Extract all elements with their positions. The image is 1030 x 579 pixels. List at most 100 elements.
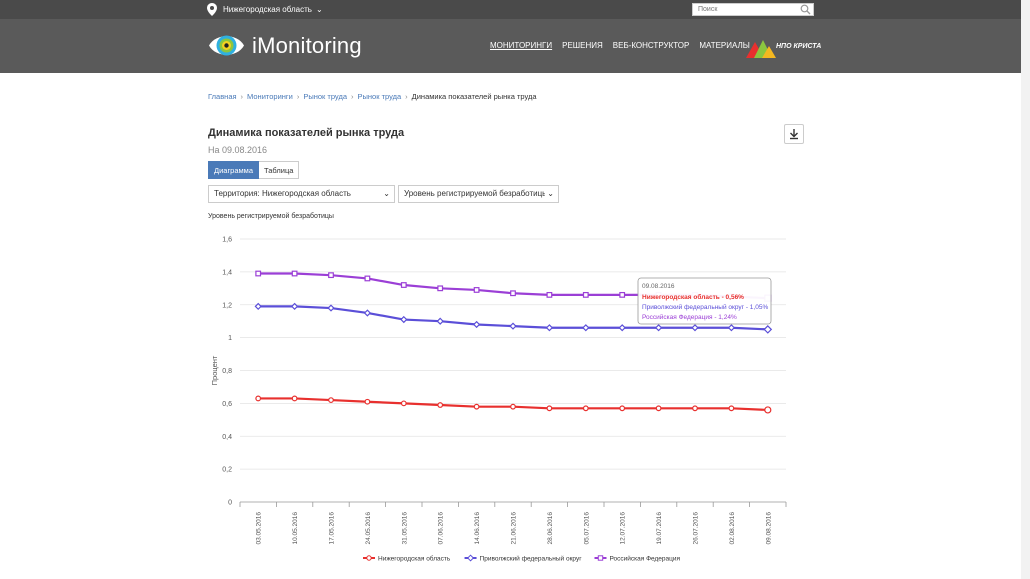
x-tick-label: 17.05.2016	[329, 512, 336, 545]
data-point	[546, 405, 553, 412]
region-selector[interactable]: Нижегородская область ⌄	[207, 3, 323, 16]
legend-swatch-marker	[597, 555, 604, 561]
chevron-down-icon: ⌄	[315, 5, 323, 14]
y-axis-label: Процент	[210, 355, 219, 385]
data-point	[363, 309, 372, 317]
page-subtitle: На 09.08.2016	[208, 145, 268, 155]
x-tick-label: 14.06.2016	[474, 512, 481, 545]
data-point	[400, 315, 408, 324]
legend-swatch-marker	[467, 554, 475, 562]
breadcrumb-labor-market-2[interactable]: Рынок труда	[357, 92, 402, 101]
x-tick-label: 26.07.2016	[693, 512, 700, 545]
y-tick-label: 0,4	[222, 434, 232, 441]
data-point	[510, 403, 516, 410]
legend-label: Нижегородская область	[378, 555, 451, 563]
data-point	[327, 304, 335, 312]
data-point	[692, 405, 698, 412]
breadcrumb-separator: ›	[240, 92, 244, 101]
y-tick-label: 0,6	[222, 401, 232, 408]
scrollbar[interactable]	[1021, 0, 1030, 579]
site-header	[0, 19, 1030, 73]
search-icon[interactable]	[800, 4, 811, 15]
legend-label: Приволжский федеральный округ	[480, 555, 583, 563]
nav-item-solutions[interactable]: РЕШЕНИЯ	[562, 41, 603, 50]
legend-swatch-marker	[366, 555, 372, 561]
data-point	[691, 324, 699, 332]
data-point	[437, 285, 444, 292]
data-point	[654, 324, 663, 332]
data-point	[291, 270, 298, 277]
tab-table[interactable]: Таблица	[259, 161, 300, 179]
territory-select[interactable]: Территория: Нижегородская область ⌄	[208, 185, 395, 203]
main-nav: МОНИТОРИНГИ РЕШЕНИЯ ВЕБ-КОНСТРУКТОР МАТЕ…	[490, 41, 760, 50]
tab-diagram[interactable]: Диаграмма	[208, 161, 260, 179]
chevron-down-icon: ⌄	[545, 186, 554, 202]
download-icon	[790, 129, 798, 140]
data-point	[546, 291, 553, 298]
data-point	[254, 302, 262, 311]
brand-label[interactable]: НПО КРИСТА	[776, 43, 822, 50]
data-point	[619, 291, 626, 298]
data-point	[400, 282, 407, 288]
tooltip-line: Российская Федерация - 1,24%	[642, 313, 737, 321]
data-point	[328, 397, 334, 403]
indicator-select[interactable]: Уровень регистрируемой безработицы ⌄	[398, 185, 559, 203]
data-point	[364, 398, 371, 405]
nav-item-materials[interactable]: МАТЕРИАЛЫ	[699, 41, 750, 50]
x-tick-label: 02.08.2016	[729, 512, 736, 545]
y-tick-label: 1,2	[222, 302, 232, 309]
krista-logo-icon[interactable]	[746, 36, 776, 58]
data-point	[509, 322, 517, 330]
page-title: Динамика показателей рынка труда	[208, 127, 405, 139]
data-point	[618, 324, 626, 332]
breadcrumb-labor-market-1[interactable]: Рынок труда	[303, 92, 347, 101]
y-tick-label: 0	[228, 500, 232, 507]
data-point	[727, 324, 736, 332]
data-point	[763, 325, 773, 334]
x-tick-label: 09.08.2016	[765, 512, 772, 545]
chart-title: Уровень регистрируемой безработицы	[208, 213, 334, 220]
data-point	[255, 270, 262, 277]
nav-item-web-constructor[interactable]: ВЕБ-КОНСТРУКТОР	[612, 41, 690, 50]
tooltip-line: Приволжский федеральный округ - 1,05%	[642, 303, 768, 311]
nav-item-monitorings[interactable]: МОНИТОРИНГИ	[490, 41, 553, 50]
data-point	[436, 317, 444, 325]
data-point	[437, 402, 444, 408]
data-point	[728, 405, 735, 412]
y-tick-label: 1	[228, 335, 232, 342]
search-input[interactable]	[692, 3, 814, 16]
data-point	[510, 290, 516, 297]
data-point	[291, 395, 298, 402]
imonitoring-logo-icon[interactable]	[208, 29, 245, 62]
x-tick-label: 24.05.2016	[365, 512, 372, 545]
data-point	[473, 287, 480, 293]
territory-select-value: Территория: Нижегородская область	[214, 189, 351, 198]
x-tick-label: 31.05.2016	[401, 512, 408, 545]
breadcrumb-separator: ›	[296, 92, 300, 101]
data-point	[255, 395, 262, 402]
data-point	[545, 324, 554, 332]
breadcrumb-current: Динамика показателей рынка труда	[411, 92, 537, 101]
view-tabs: Диаграмма Таблица	[208, 161, 300, 179]
data-point	[364, 275, 371, 282]
breadcrumb-separator: ›	[351, 92, 354, 101]
breadcrumb-separator: ›	[405, 92, 408, 101]
breadcrumb-home[interactable]: Главная	[208, 92, 237, 101]
site-logo-text[interactable]: iMonitoring	[252, 33, 362, 58]
data-point	[290, 302, 299, 311]
data-point	[472, 320, 481, 329]
y-tick-label: 0,2	[222, 467, 232, 474]
region-label: Нижегородская область	[223, 5, 312, 14]
breadcrumb-monitorings[interactable]: Мониторинги	[247, 92, 293, 101]
data-point	[328, 272, 334, 279]
breadcrumb: Главная › Мониторинги › Рынок труда › Рынок тр…	[208, 92, 537, 101]
download-button[interactable]	[784, 124, 804, 144]
x-tick-label: 07.06.2016	[438, 512, 445, 545]
data-point	[582, 324, 590, 332]
data-point	[473, 403, 480, 410]
data-point	[655, 405, 662, 412]
tooltip-line: Нижегородская область - 0,56%	[642, 293, 744, 301]
indicator-select-value: Уровень регистрируемой безработицы	[404, 189, 548, 198]
y-tick-label: 0,8	[222, 368, 232, 375]
chevron-down-icon: ⌄	[381, 186, 390, 202]
